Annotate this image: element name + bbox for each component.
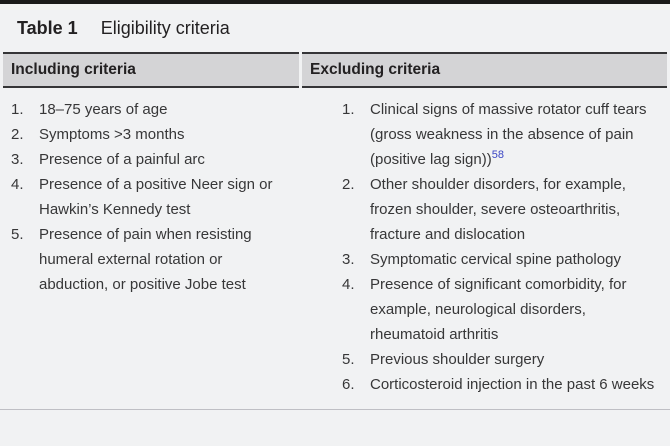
criteria-item-text: Corticosteroid injection in the past 6 w… <box>370 376 655 393</box>
criteria-item: Presence of significant comorbidity, for… <box>342 272 663 347</box>
column-header-including-criteria: Including criteria <box>3 52 299 88</box>
criteria-item-text: Previous shoulder surgery <box>370 351 545 368</box>
criteria-item-text: Other shoulder disorders, for example, f… <box>370 176 626 243</box>
criteria-item-text: Presence of a positive Neer sign or Hawk… <box>39 176 273 218</box>
criteria-item-text: Presence of significant comorbidity, for… <box>370 276 627 343</box>
including-criteria-list: 18–75 years of age Symptoms >3 months Pres… <box>11 97 289 297</box>
column-header-excluding-criteria: Excluding criteria <box>302 52 667 88</box>
criteria-item: Presence of a positive Neer sign or Hawk… <box>11 172 289 222</box>
criteria-item: Previous shoulder surgery <box>342 347 663 372</box>
criteria-item-text: 18–75 years of age <box>39 101 168 118</box>
criteria-item: Other shoulder disorders, for example, f… <box>342 172 663 247</box>
criteria-item: Presence of a painful arc <box>11 147 289 172</box>
criteria-item: Symptomatic cervical spine pathology <box>342 247 663 272</box>
table-body: 18–75 years of age Symptoms >3 months Pres… <box>3 88 667 409</box>
table-bottom-rule <box>0 409 670 410</box>
criteria-item-text: Presence of pain when resisting humeral … <box>39 226 252 293</box>
table-top-border-bar <box>0 0 670 4</box>
including-criteria-cell: 18–75 years of age Symptoms >3 months Pres… <box>3 88 299 409</box>
criteria-item: Presence of pain when resisting humeral … <box>11 222 289 297</box>
criteria-item: Clinical signs of massive rotator cuff t… <box>342 97 663 172</box>
criteria-item-text: Symptoms >3 months <box>39 126 185 143</box>
table-number-label: Table 1 <box>17 17 78 38</box>
criteria-item: 18–75 years of age <box>11 97 289 122</box>
criteria-item-text: Presence of a painful arc <box>39 151 205 168</box>
criteria-item-text: Symptomatic cervical spine pathology <box>370 251 621 268</box>
excluding-criteria-list: Clinical signs of massive rotator cuff t… <box>342 97 663 397</box>
excluding-criteria-cell: Clinical signs of massive rotator cuff t… <box>302 88 667 409</box>
table-title: Eligibility criteria <box>100 17 230 38</box>
criteria-item: Corticosteroid injection in the past 6 w… <box>342 372 663 397</box>
criteria-item: Symptoms >3 months <box>11 122 289 147</box>
table-header-row: Including criteria Excluding criteria <box>3 52 667 88</box>
citation-reference-link[interactable]: 58 <box>491 149 504 161</box>
table-caption: Table 1 Eligibility criteria <box>0 4 670 52</box>
eligibility-criteria-table: Including criteria Excluding criteria 18… <box>0 52 670 409</box>
criteria-item-text: Clinical signs of massive rotator cuff t… <box>370 101 647 168</box>
